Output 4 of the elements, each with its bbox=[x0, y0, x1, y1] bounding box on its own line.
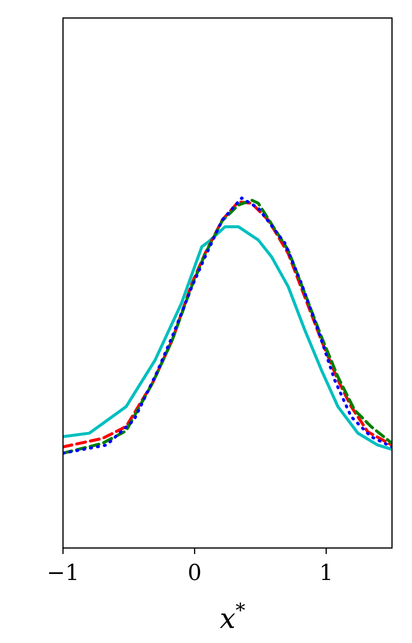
x-tick-label: 1 bbox=[319, 561, 334, 586]
x-tick-label: −1 bbox=[46, 561, 80, 586]
x-tick-label: 0 bbox=[188, 561, 202, 586]
x-axis-title: x$^{*}$ bbox=[220, 598, 246, 635]
